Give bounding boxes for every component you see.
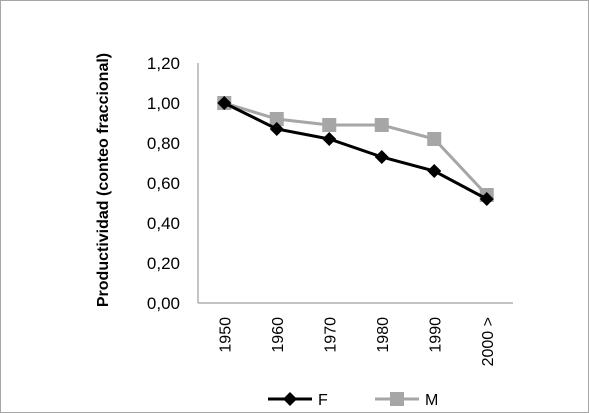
data-point-M — [322, 118, 337, 132]
legend-marker — [390, 392, 404, 406]
axes — [197, 63, 513, 304]
legend-marker — [283, 392, 297, 406]
y-tick-label: 1,00 — [147, 94, 180, 113]
data-point-M — [374, 118, 389, 132]
data-point-F — [374, 150, 389, 164]
y-tick-label: 0,80 — [147, 134, 180, 153]
x-tick-labels: 1950 1960 1970 1980 1990 2000 > — [217, 317, 497, 366]
y-axis-label: Productividad (conteo fraccional) — [95, 53, 112, 307]
x-tick-label: 1980 — [375, 317, 392, 353]
data-point-F — [479, 192, 494, 206]
series-group — [217, 96, 494, 206]
x-tick-label: 2000 > — [480, 317, 497, 366]
data-point-M — [427, 132, 442, 146]
series-line-M — [223, 101, 488, 197]
y-tick-label: 0,20 — [147, 254, 180, 273]
y-tick-label: 0,00 — [147, 294, 180, 313]
y-tick-label: 0,40 — [147, 214, 180, 233]
y-tick-label: 0,60 — [147, 174, 180, 193]
y-tick-labels: 0,00 0,20 0,40 0,60 0,80 1,00 1,20 — [147, 54, 180, 313]
data-point-F — [217, 96, 232, 110]
legend-item-M: M — [375, 392, 438, 409]
series-line-F — [223, 101, 488, 201]
data-point-F — [269, 122, 284, 136]
y-tick-label: 1,20 — [147, 54, 180, 73]
data-point-M — [269, 112, 284, 126]
legend-label: F — [318, 392, 328, 409]
x-tick-label: 1990 — [427, 317, 444, 353]
x-tick-label: 1970 — [322, 317, 339, 353]
y-axis-label-group: Productividad (conteo fraccional) — [95, 53, 112, 307]
series-M — [217, 96, 494, 202]
series-F — [217, 96, 494, 206]
data-point-F — [427, 164, 442, 178]
legend-label: M — [425, 392, 438, 409]
x-tick-label: 1960 — [270, 317, 287, 353]
x-tick-label: 1950 — [217, 317, 234, 353]
data-point-F — [322, 132, 337, 146]
legend-item-F: F — [268, 392, 328, 409]
